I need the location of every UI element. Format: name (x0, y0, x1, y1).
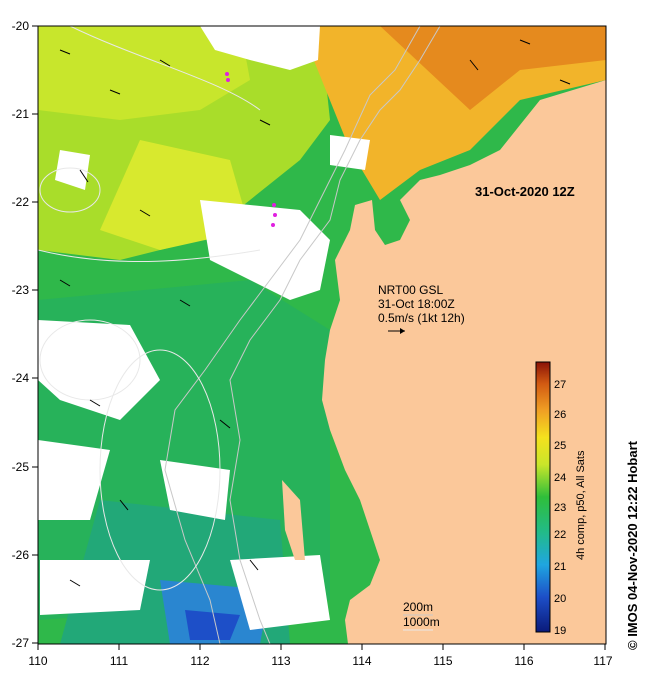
credit-label: © IMOS 04-Nov-2020 12:22 Hobart (625, 440, 640, 650)
x-tick: 116 (514, 654, 533, 668)
y-axis-labels: -20 -21 -22 -23 -24 -25 -26 -27 (12, 19, 30, 650)
x-tick: 114 (352, 654, 371, 668)
y-tick: -24 (12, 371, 30, 385)
y-tick: -23 (12, 283, 30, 297)
colorbar-tick: 25 (554, 440, 566, 452)
colorbar-tick: 26 (554, 409, 566, 421)
data-markers (225, 72, 277, 227)
colorbar: 19 20 21 22 23 24 25 26 27 4h comp, p50,… (535, 361, 587, 637)
y-tick: -26 (12, 548, 30, 562)
y-tick: -21 (12, 107, 30, 121)
contour-1000-label: 1000m (403, 615, 440, 629)
plot-area (38, 26, 606, 644)
colorbar-tick: 24 (554, 472, 566, 484)
colorbar-tick: 22 (554, 529, 566, 541)
colorbar-tick: 21 (554, 561, 566, 573)
x-tick: 115 (433, 654, 452, 668)
land-mass (322, 80, 606, 644)
colorbar-tick: 27 (554, 379, 566, 391)
current-scale-label: 0.5m/s (1kt 12h) (378, 311, 465, 325)
contour-200-label: 200m (403, 600, 433, 614)
x-tick: 112 (190, 654, 209, 668)
colorbar-title: 4h comp, p50, All Sats (575, 450, 587, 560)
current-time-label: 31-Oct 18:00Z (378, 297, 455, 311)
y-tick: -27 (12, 636, 30, 650)
x-tick: 110 (28, 654, 47, 668)
x-tick: 111 (110, 654, 129, 668)
x-tick: 117 (593, 654, 612, 668)
colorbar-tick: 23 (554, 502, 566, 514)
colorbar-gradient (535, 361, 551, 633)
date-label: 31-Oct-2020 12Z (475, 184, 575, 199)
bathymetry-contours (164, 26, 441, 644)
y-tick: -20 (12, 19, 30, 33)
colorbar-tick: 20 (554, 593, 566, 605)
x-tick: 113 (271, 654, 290, 668)
scale-arrow-icon (388, 328, 405, 334)
y-tick: -25 (12, 460, 30, 474)
current-model-label: NRT00 GSL (378, 283, 443, 297)
axis-tick-marks (32, 25, 606, 650)
plot-frame (37, 25, 607, 645)
x-axis-labels: 110 111 112 113 114 115 116 117 (28, 654, 612, 668)
y-tick: -22 (12, 195, 30, 209)
current-vectors (59, 39, 571, 587)
colorbar-tick: 19 (554, 625, 566, 637)
nodata-patches (38, 26, 370, 630)
